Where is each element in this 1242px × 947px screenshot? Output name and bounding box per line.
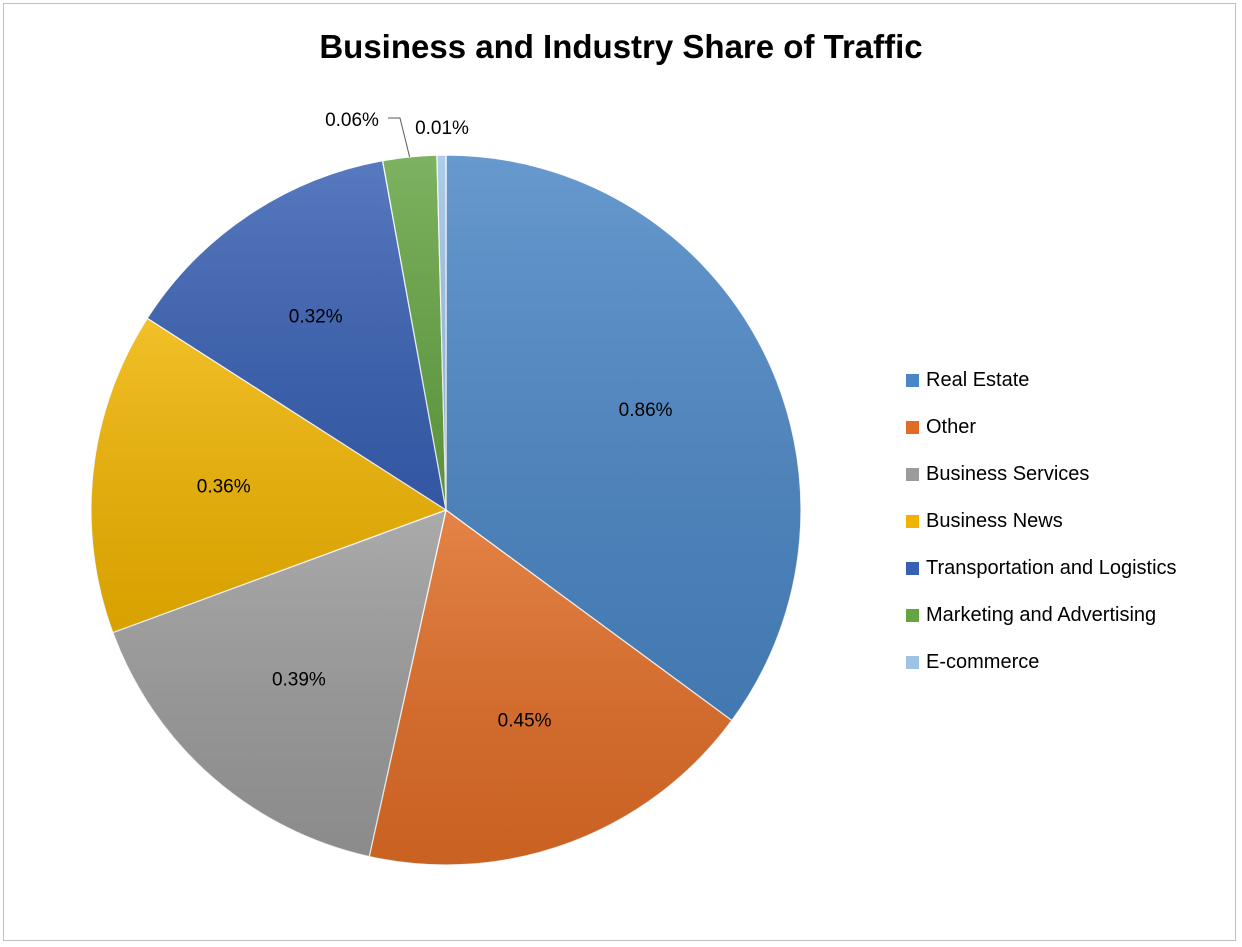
leader-line-marketing-and-advertising [388, 117, 411, 158]
legend-swatch [906, 609, 919, 622]
legend-label: Other [926, 416, 977, 438]
data-label-e-commerce: 0.01% [415, 118, 469, 139]
legend-swatch [906, 515, 919, 528]
legend-label: Marketing and Advertising [926, 604, 1157, 626]
chart-title: Business and Industry Share of Traffic [319, 28, 923, 65]
legend-label: Transportation and Logistics [926, 557, 1177, 579]
legend-label: E-commerce [926, 651, 1040, 673]
legend-item-other: Other [906, 404, 1177, 451]
legend-item-business-services: Business Services [906, 451, 1177, 498]
legend-label: Business Services [926, 463, 1090, 485]
data-label-business-services: 0.39% [272, 669, 326, 690]
legend-label: Business News [926, 510, 1063, 532]
legend-item-marketing-and-advertising: Marketing and Advertising [906, 592, 1177, 639]
legend-swatch [906, 421, 919, 434]
legend-item-real-estate: Real Estate [906, 357, 1177, 404]
data-label-real-estate: 0.86% [619, 400, 673, 421]
legend-swatch [906, 468, 919, 481]
legend-swatch [906, 562, 919, 575]
data-label-other: 0.45% [498, 710, 552, 731]
legend-item-e-commerce: E-commerce [906, 639, 1177, 686]
legend-swatch [906, 374, 919, 387]
data-label-marketing-and-advertising: 0.06% [325, 110, 379, 131]
legend-swatch [906, 656, 919, 669]
data-labels: 0.86% 0.45% 0.39% 0.36% 0.32% 0.06% 0.01% [197, 110, 673, 731]
legend-item-business-news: Business News [906, 498, 1177, 545]
leader-lines [388, 117, 411, 158]
legend-label: Real Estate [926, 369, 1030, 391]
legend: Real Estate Other Business Services Busines… [906, 357, 1177, 686]
data-label-transportation-and-logistics: 0.32% [289, 306, 343, 327]
pie-slices [90, 154, 802, 866]
legend-item-transportation-and-logistics: Transportation and Logistics [906, 545, 1177, 592]
data-label-business-news: 0.36% [197, 477, 251, 498]
